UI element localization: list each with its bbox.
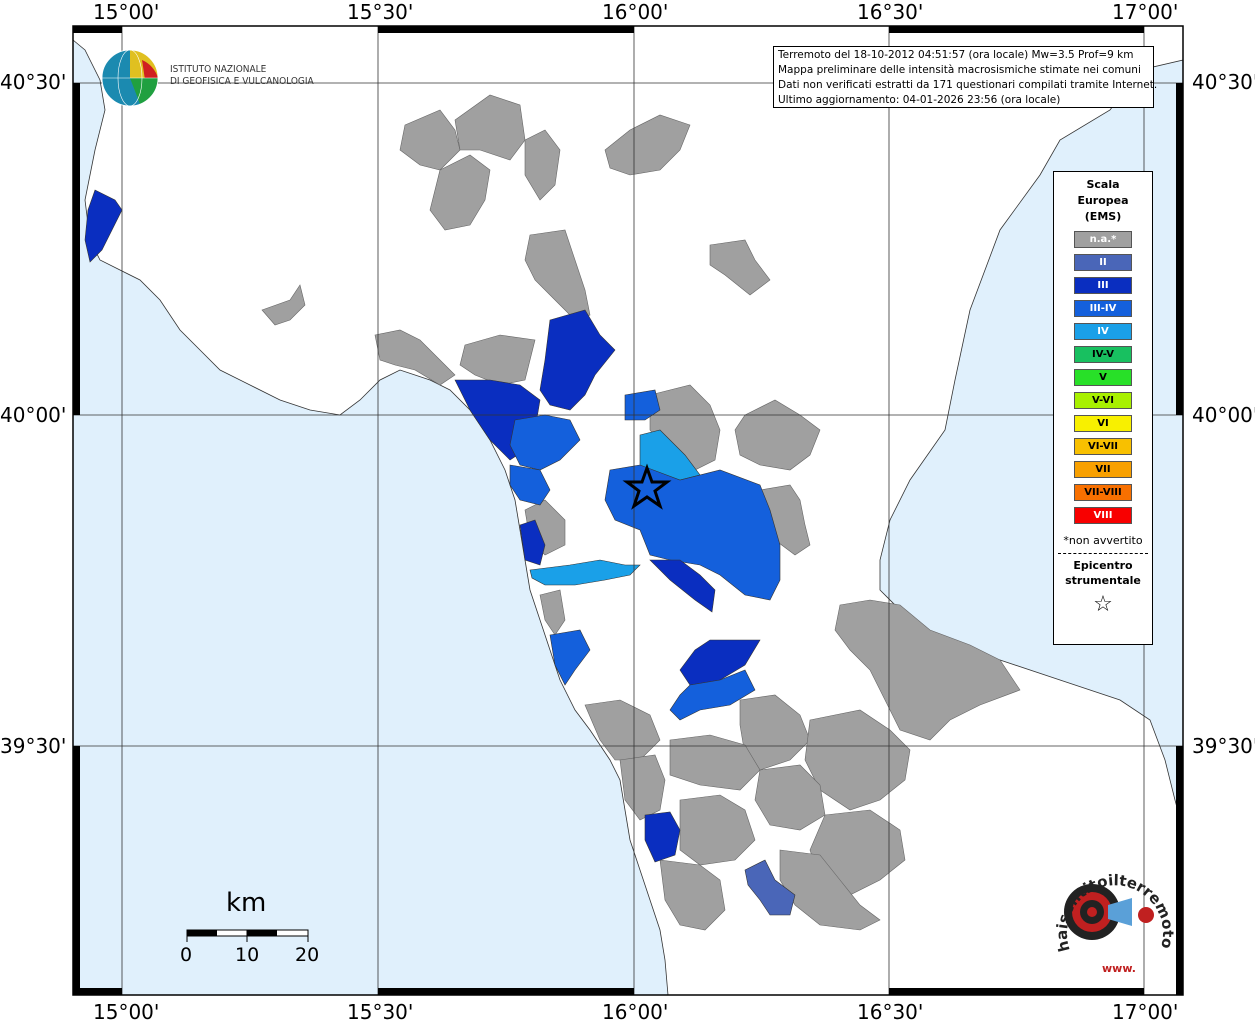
frame-border <box>73 26 1183 995</box>
lon-tick-top-3: 16°00' <box>602 0 669 24</box>
legend-epicenter-1: Epicentro <box>1073 559 1133 572</box>
legend-item: n.a.* <box>1074 231 1132 248</box>
lon-tick-top-2: 15°30' <box>347 0 414 24</box>
target-icon <box>1064 884 1154 940</box>
legend-item: IV-V <box>1074 346 1132 363</box>
legend-items: n.a.* II III III-IV IV IV-V V V-VI VI VI-VII VII VI… <box>1054 231 1152 524</box>
legend-item: III-IV <box>1074 300 1132 317</box>
lat-tick-left-1: 40°30' <box>0 70 67 94</box>
legend-note: *non avvertito <box>1063 534 1143 547</box>
scale-bar <box>186 929 309 942</box>
event-info-box: Terremoto del 18-10-2012 04:51:57 (ora l… <box>773 46 1158 108</box>
info-line-1: Terremoto del 18-10-2012 04:51:57 (ora l… <box>778 49 1134 61</box>
epicenter-star <box>622 463 672 510</box>
lon-tick-bottom-4: 16°30' <box>857 1000 924 1024</box>
lat-tick-left-3: 39°30' <box>0 734 67 758</box>
lat-tick-right-1: 40°30' <box>1192 70 1255 94</box>
svg-text:haisentitoilterremoto.it: haisentitoilterremoto.it <box>1050 850 1177 954</box>
info-line-4: Ultimo aggiornamento: 04-01-2026 23:56 (… <box>778 94 1061 106</box>
legend-item: V <box>1074 369 1132 386</box>
info-line-2: Mappa preliminare delle intensità macros… <box>778 64 1141 76</box>
scale-unit: km <box>226 888 267 918</box>
legend-item: VII <box>1074 461 1132 478</box>
lon-tick-bottom-1: 15°00' <box>93 1000 160 1024</box>
haisentito-watermark: haisentitoilterremoto.it www. <box>1050 850 1177 975</box>
scale-label-10: 10 <box>235 944 260 966</box>
legend-title-3: (EMS) <box>1084 210 1122 223</box>
lat-tick-right-2: 40°00' <box>1192 403 1255 427</box>
legend-separator <box>1058 553 1148 554</box>
scale-label-20: 20 <box>295 944 320 966</box>
info-line-3: Dati non verificati estratti da 171 ques… <box>778 79 1158 91</box>
legend-item: VI-VII <box>1074 438 1132 455</box>
legend-item: IV <box>1074 323 1132 340</box>
legend-item: VI <box>1074 415 1132 432</box>
legend-item: VII-VIII <box>1074 484 1132 501</box>
legend-item: V-VI <box>1074 392 1132 409</box>
legend-star-icon: ☆ <box>1093 592 1113 617</box>
watermark-prefix: www. <box>1102 962 1136 975</box>
lat-tick-left-2: 40°00' <box>0 403 67 427</box>
scale-label-0: 0 <box>180 944 193 966</box>
lon-tick-top-1: 15°00' <box>93 0 160 24</box>
legend-epicenter-2: strumentale <box>1065 574 1141 587</box>
logo-line-1: ISTITUTO NAZIONALE <box>170 64 267 75</box>
lon-tick-bottom-2: 15°30' <box>347 1000 414 1024</box>
lon-tick-bottom-3: 16°00' <box>602 1000 669 1024</box>
ingv-logo-text: ISTITUTO NAZIONALE DI GEOFISICA E VULCAN… <box>170 64 314 88</box>
legend-item: II <box>1074 254 1132 271</box>
watermark-text: haisentitoilterremoto.it <box>1050 850 1177 954</box>
lon-tick-top-5: 17°00' <box>1112 0 1179 24</box>
legend-title-2: Europea <box>1077 194 1129 207</box>
lon-tick-bottom-5: 17°00' <box>1112 1000 1179 1024</box>
lat-tick-right-3: 39°30' <box>1192 734 1255 758</box>
logo-line-2: DI GEOFISICA E VULCANOLOGIA <box>170 76 314 87</box>
ingv-logo-icon <box>101 49 159 107</box>
ems-legend: Scala Europea (EMS) n.a.* II III III-IV IV IV… <box>1053 171 1153 645</box>
lon-tick-top-4: 16°30' <box>857 0 924 24</box>
legend-item: VIII <box>1074 507 1132 524</box>
legend-item: III <box>1074 277 1132 294</box>
legend-title-1: Scala <box>1086 178 1120 191</box>
